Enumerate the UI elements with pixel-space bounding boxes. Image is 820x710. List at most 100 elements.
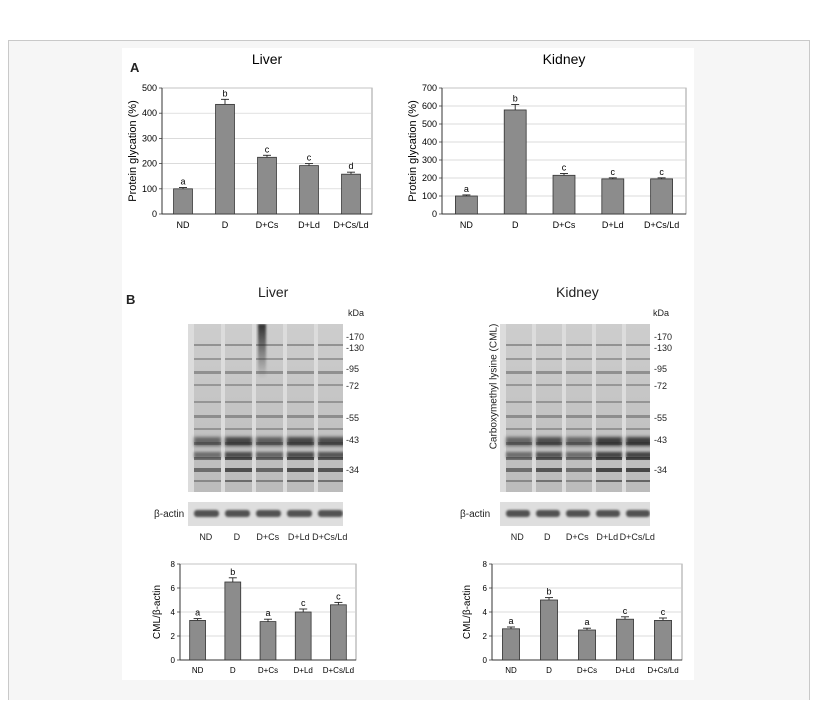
blot-band [626,371,650,375]
panel-label-b: B [126,292,136,307]
blot-lane [596,324,622,492]
liver-cml-bar [259,621,277,661]
liver-cml-ytick-label: 0 [171,656,176,665]
liver-cml-category-label: D+Ld [294,666,313,675]
mw-marker-label: -170 [346,332,365,343]
blot-lane [318,324,343,492]
blot-band [506,480,532,483]
blot-band-major [318,451,343,458]
kidney-glycation-sig-letter: c [659,167,664,177]
blot-band [506,401,532,404]
blot-band [536,371,562,375]
liver-cml-sig-letter: c [301,598,306,608]
mw-marker-label: -55 [654,413,668,424]
liver-actin-label: β-actin [154,509,185,520]
liver-cml-bar [330,604,347,661]
liver-actin-blot [188,502,343,526]
blot-band [256,344,283,347]
mw-marker-label: -95 [654,364,668,375]
blot-band-major [256,436,283,446]
blot-band [566,428,592,431]
liver-glycation-ytick-label: 100 [142,184,157,194]
blot-band [626,401,650,404]
liver-cml-ytick-label: 6 [171,584,176,593]
blot-band [596,344,622,347]
blot-band [536,344,562,347]
blot-band [194,401,221,404]
blot-band [256,357,283,360]
mw-marker-label: -34 [346,465,360,476]
blot-band [626,384,650,387]
blot-band-major [566,451,592,458]
liver-cml-ytick-label: 8 [171,560,176,569]
blot-band [225,371,252,375]
kidney-cml-sig-letter: a [584,617,589,627]
blot-band-major [596,436,622,446]
blot-band [536,357,562,360]
kidney-glycation-sig-letter: b [513,94,518,104]
blot-band [536,428,562,431]
mw-marker-label: -170 [654,332,673,343]
mw-marker-label: -130 [346,342,365,353]
blot-lane-label: D+Cs [565,532,589,542]
kidney-actin-label: β-actin [460,509,491,520]
blot-band [626,456,650,460]
blot-band [194,428,221,431]
blot-lane [506,324,532,492]
blot-band [566,468,592,473]
blot-band-major [194,436,221,446]
blot-band [536,384,562,387]
liver-glycation-sig-letter: b [222,88,227,98]
kidney-glycation-bar [552,174,576,215]
blot-band [318,401,343,404]
blot-band [596,456,622,460]
liver-glycation-sig-letter: c [307,153,312,163]
blot-lane-label: D [233,532,241,542]
kidney-actin-blot [500,502,650,526]
blot-band [626,344,650,347]
blot-band [318,414,343,418]
liver-cml-category-label: D+Cs/Ld [323,666,354,675]
blot-band [318,456,343,460]
mw-marker-label: -43 [654,434,668,445]
blot-band [287,456,314,460]
kidney-glycation-ylabel: Protein glycation (%) [407,100,419,202]
blot-band [626,468,650,473]
liver-glycation-category-label: D+Ld [298,220,320,230]
liver-glycation-bar [257,156,277,215]
kidney-cml-bar [502,628,520,661]
kidney-cml-blot [500,324,650,492]
kidney-cml-ytick-label: 0 [483,656,488,665]
kidney-cml-sig-letter: c [623,606,628,616]
actin-band [225,510,250,518]
actin-band [596,510,620,518]
blot-band-major [596,451,622,458]
blot-band [256,428,283,431]
liver-glycation-sig-letter: a [180,177,185,187]
blot-band [225,357,252,360]
blot-lane-label: ND [199,532,213,542]
kidney-glycation-sig-letter: c [611,167,616,177]
blot-lane-label: D+Cs/Ld [312,532,348,542]
blot-band [256,401,283,404]
actin-band [287,510,312,518]
blot-band [318,357,343,360]
mw-marker-label: -43 [346,434,360,445]
blot-band [506,414,532,418]
blot-band [225,384,252,387]
actin-band [256,510,281,518]
blot-band-major [318,436,343,446]
blot-band [318,468,343,473]
liver-glycation-bar [341,173,361,215]
kidney-glycation-bar [455,195,478,215]
blot-band-major [194,451,221,458]
blot-band [287,480,314,483]
kidney-glycation-bar [503,109,527,215]
actin-band [194,510,219,518]
blot-band [566,456,592,460]
kidney-glycation-ytick-label: 400 [422,137,437,147]
liver-glycation-ytick-label: 400 [142,108,157,118]
kidney-cml-bar [540,599,558,661]
kidney-glycation-category-label: D [512,220,519,230]
